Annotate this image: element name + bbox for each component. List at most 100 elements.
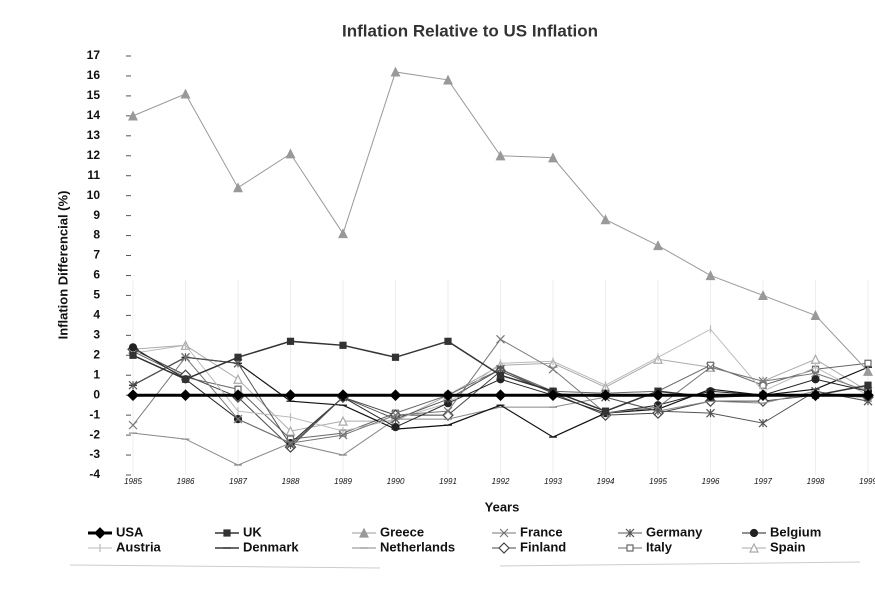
legend-label: UK [243, 524, 262, 539]
data-point [863, 365, 873, 376]
x-tick-label: 1985 [124, 477, 142, 486]
legend-marker [749, 542, 759, 553]
data-point [548, 152, 558, 163]
legend-label: Spain [770, 539, 805, 554]
legend-label: Finland [520, 539, 566, 554]
data-point [706, 361, 715, 369]
legend-label: Greece [380, 524, 424, 539]
x-tick-label: 1996 [702, 477, 720, 486]
x-tick-label: 1991 [439, 477, 457, 486]
x-tick-label: 1998 [807, 477, 825, 486]
data-point [442, 409, 454, 421]
legend-label: Germany [646, 524, 703, 539]
legend-label: Italy [646, 539, 673, 554]
data-point [600, 214, 611, 225]
data-point [547, 389, 559, 402]
data-point [811, 368, 820, 378]
x-tick-label: 1990 [387, 477, 405, 486]
data-point [653, 406, 663, 416]
data-point [601, 407, 610, 415]
data-point [810, 310, 821, 320]
data-point [129, 351, 137, 359]
y-tick-label: 2 [93, 347, 100, 361]
data-point [128, 380, 138, 390]
data-point [285, 425, 296, 436]
data-point [127, 389, 139, 402]
y-tick-label: -3 [89, 447, 100, 461]
data-point [704, 389, 717, 402]
y-tick-label: 5 [93, 288, 100, 302]
data-point [128, 343, 138, 352]
y-tick-label: 17 [87, 48, 101, 62]
data-point [233, 414, 243, 424]
data-point [179, 389, 192, 402]
data-point [653, 240, 663, 251]
data-point [338, 430, 348, 440]
data-point [706, 362, 715, 372]
data-point [862, 389, 874, 402]
y-tick-label: -2 [89, 427, 100, 441]
data-point [128, 110, 138, 121]
data-point [181, 352, 190, 362]
data-point [494, 389, 507, 402]
x-tick-label: 1989 [334, 477, 352, 486]
y-tick-label: 14 [87, 108, 101, 122]
data-point [337, 389, 349, 402]
y-tick-label: 12 [87, 148, 101, 162]
data-point [548, 364, 558, 374]
data-point [864, 381, 872, 389]
legend-marker [359, 527, 369, 538]
x-tick-label: 1987 [229, 477, 247, 486]
legend-marker [499, 528, 509, 538]
legend-label: Austria [116, 539, 162, 554]
data-point [443, 406, 453, 416]
legend-label: France [520, 524, 563, 539]
y-tick-label: 16 [87, 68, 101, 82]
x-tick-label: 1997 [754, 477, 772, 486]
legend-marker [94, 527, 106, 539]
data-point [758, 290, 768, 301]
legend-label: USA [116, 524, 144, 539]
y-axis-label: Inflation Differencial (%) [55, 191, 70, 340]
y-tick-label: 10 [87, 188, 101, 202]
y-tick-label: 11 [87, 168, 100, 182]
data-point [233, 373, 243, 384]
y-tick-label: 7 [93, 248, 100, 262]
legend-label: Belgium [770, 524, 821, 539]
data-point [495, 150, 506, 161]
data-point [339, 341, 347, 349]
data-point [286, 337, 295, 345]
y-tick-label: 8 [93, 228, 100, 242]
legend-marker [498, 542, 510, 554]
y-tick-label: 3 [93, 328, 100, 342]
data-point [180, 88, 191, 99]
legend-marker [749, 528, 759, 538]
data-point [391, 410, 400, 420]
x-tick-label: 1999 [859, 477, 875, 486]
data-point [444, 337, 452, 345]
data-point [496, 334, 505, 344]
data-point [442, 389, 454, 402]
y-tick-label: 4 [93, 308, 100, 322]
legend-marker [625, 528, 635, 538]
data-point [705, 270, 716, 281]
data-point [809, 389, 822, 402]
data-point [338, 415, 348, 426]
y-tick-label: 15 [87, 88, 101, 102]
data-point [758, 418, 768, 428]
legend-marker [626, 544, 634, 552]
data-point [390, 66, 401, 77]
data-point [128, 420, 138, 430]
y-tick-label: 1 [93, 367, 100, 381]
data-point [391, 353, 400, 361]
y-tick-label: 9 [93, 208, 100, 222]
data-point [653, 402, 663, 412]
data-point [864, 359, 872, 367]
y-tick-label: 6 [93, 268, 100, 282]
data-point [285, 148, 296, 159]
data-point [758, 376, 768, 386]
data-point [496, 371, 505, 379]
legend-label: Denmark [243, 539, 299, 554]
chart-title: Inflation Relative to US Inflation [342, 21, 598, 40]
